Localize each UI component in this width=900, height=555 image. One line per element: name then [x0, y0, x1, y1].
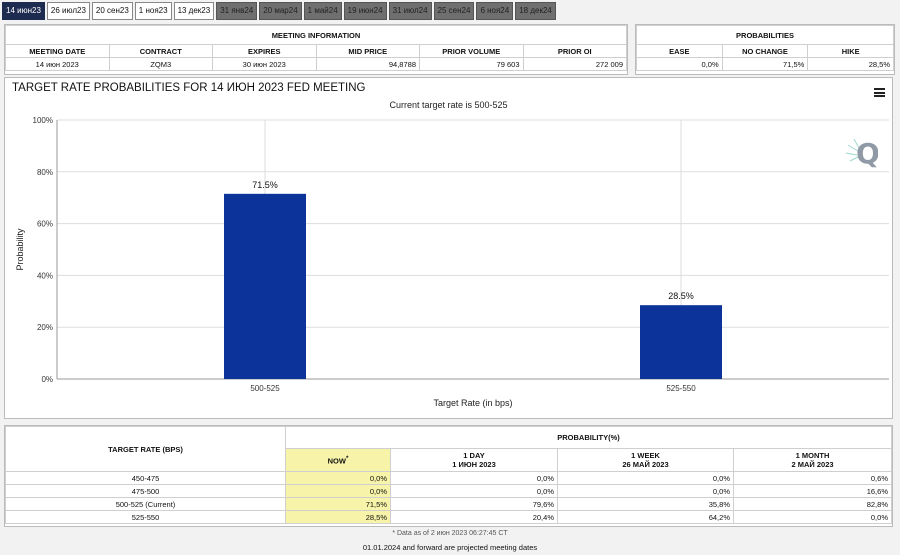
header-contract: CONTRACT	[108, 44, 213, 58]
bar-500-525	[224, 193, 306, 379]
tab-meeting-6[interactable]: 20 мар24	[259, 2, 302, 20]
target-rate-cell: 450-475	[5, 471, 286, 485]
header-prior-volume: PRIOR VOLUME	[419, 44, 524, 58]
header-mid-price: MID PRICE	[315, 44, 420, 58]
probability-cell: 79,6%	[390, 497, 558, 511]
column-header-date: 1 ИЮН 2023	[452, 460, 496, 469]
tab-meeting-10[interactable]: 25 сен24	[433, 2, 475, 20]
hamburger-menu-icon[interactable]	[874, 88, 885, 97]
rate-probability-table: TARGET RATE (BPS) PROBABILITY(%) NOW* 1 D…	[5, 426, 892, 524]
column-header-period: 1 WEEK	[631, 451, 660, 460]
y-tick-label: 40%	[37, 271, 53, 280]
target-rate-cell: 475-500	[5, 484, 286, 498]
meeting-date-value: 14 июн 2023	[5, 57, 110, 71]
probability-cell: 35,8%	[557, 497, 734, 511]
chart-panel: 0% 20% 40% 60% 80% 100% 71.5% 500-525 28.5% 525-5…	[4, 77, 893, 419]
target-rate-cell: 525-550	[5, 510, 286, 524]
probability-bar-chart: 0% 20% 40% 60% 80% 100% 71.5% 500-525 28.5% 525-5…	[15, 116, 889, 408]
bar-data-label: 71.5%	[252, 180, 278, 190]
probability-cell: 0,0%	[285, 484, 391, 498]
bar-525-550	[640, 305, 722, 379]
header-expires: EXPIRES	[212, 44, 317, 58]
svg-text:Q: Q	[856, 137, 878, 169]
header-ease: EASE	[636, 44, 723, 58]
probability-column-header-0: NOW*	[285, 448, 391, 472]
bar-data-label: 28.5%	[668, 291, 694, 301]
contract-value: ZQM3	[108, 57, 213, 71]
probability-header: PROBABILITY(%)	[285, 426, 892, 449]
probability-column-header-2: 1 WEEK 26 МАЙ 2023	[557, 448, 734, 472]
probability-cell: 71,5%	[285, 497, 391, 511]
probability-cell: 0,0%	[557, 484, 734, 498]
column-header-period: 1 DAY	[463, 451, 485, 460]
no-change-value: 71,5%	[721, 57, 809, 71]
table-row: 475-500 0,0% 0,0% 0,0% 16,6%	[5, 484, 892, 498]
mid-price-value: 94,8788	[315, 57, 420, 71]
probability-cell: 16,6%	[733, 484, 892, 498]
meeting-information-panel: MEETING INFORMATION MEETING DATE CONTRAC…	[4, 24, 628, 75]
tab-meeting-8[interactable]: 19 июн24	[343, 2, 387, 20]
header-no-change: NO CHANGE	[721, 44, 809, 58]
data-timestamp-note: * Data as of 2 июн 2023 06:27:45 CT	[392, 530, 508, 537]
probability-cell: 20,4%	[390, 510, 558, 524]
probability-column-header-1: 1 DAY 1 ИЮН 2023	[390, 448, 558, 472]
tab-meeting-0[interactable]: 14 июн23	[2, 2, 45, 20]
tab-meeting-9[interactable]: 31 июл24	[388, 2, 432, 20]
probability-cell: 64,2%	[557, 510, 734, 524]
prior-oi-value: 272 009	[522, 57, 627, 71]
header-prior-oi: PRIOR OI	[522, 44, 627, 58]
probability-cell: 0,0%	[285, 471, 391, 485]
meeting-date-tabs: 14 июн23 26 июл23 20 сен23 1 ноя23 13 дек23 3…	[2, 2, 556, 20]
column-header-date: 26 МАЙ 2023	[622, 460, 669, 469]
probability-cell: 0,0%	[557, 471, 734, 485]
tab-meeting-3[interactable]: 1 ноя23	[134, 2, 172, 20]
x-axis-title: Target Rate (in bps)	[433, 398, 512, 408]
y-tick-label: 80%	[37, 168, 53, 177]
probabilities-caption: PROBABILITIES	[636, 25, 894, 45]
tab-meeting-7[interactable]: 1 май24	[303, 2, 342, 20]
rate-probability-table-panel: TARGET RATE (BPS) PROBABILITY(%) NOW* 1 D…	[4, 425, 893, 527]
target-rate-cell: 500-525 (Current)	[5, 497, 286, 511]
tab-meeting-4[interactable]: 13 дек23	[173, 2, 215, 20]
column-header-period: 1 MONTH	[795, 451, 830, 460]
chart-title: TARGET RATE PROBABILITIES FOR 14 ИЮН 202…	[12, 82, 366, 94]
header-hike: HIKE	[807, 44, 894, 58]
prior-volume-value: 79 603	[419, 57, 524, 71]
table-row: 500-525 (Current) 71,5% 79,6% 35,8% 82,8%	[5, 497, 892, 511]
probability-cell: 28,5%	[285, 510, 391, 524]
probability-cell: 0,0%	[733, 510, 892, 524]
tab-meeting-11[interactable]: 6 ноя24	[476, 2, 514, 20]
x-tick-label: 525-550	[666, 384, 696, 393]
y-tick-label: 100%	[33, 116, 53, 125]
cme-q-logo-icon: Q	[844, 133, 880, 174]
y-tick-label: 20%	[37, 323, 53, 332]
probability-column-header-3: 1 MONTH 2 МАЙ 2023	[733, 448, 892, 472]
probability-cell: 82,8%	[733, 497, 892, 511]
projected-dates-note: 01.01.2024 and forward are projected mee…	[362, 543, 538, 552]
probability-cell: 0,0%	[390, 471, 558, 485]
tab-meeting-2[interactable]: 20 сен23	[91, 2, 133, 20]
y-tick-label: 60%	[37, 220, 53, 229]
ease-value: 0,0%	[636, 57, 723, 71]
probability-cell: 0,6%	[733, 471, 892, 485]
y-tick-label: 0%	[41, 375, 53, 384]
column-header-date: 2 МАЙ 2023	[791, 460, 834, 469]
table-row: 525-550 28,5% 20,4% 64,2% 0,0%	[5, 510, 892, 524]
hike-value: 28,5%	[807, 57, 894, 71]
column-header-marker: *	[345, 454, 349, 462]
x-tick-label: 500-525	[250, 384, 280, 393]
tab-meeting-5[interactable]: 31 янв24	[216, 2, 258, 20]
expires-value: 30 июн 2023	[212, 57, 317, 71]
y-axis-title: Probability	[15, 228, 25, 271]
table-row: 450-475 0,0% 0,0% 0,0% 0,6%	[5, 471, 892, 485]
column-header-period: NOW	[327, 456, 346, 466]
tab-meeting-12[interactable]: 18 дек24	[515, 2, 556, 20]
tab-meeting-1[interactable]: 26 июл23	[46, 2, 90, 20]
target-rate-header: TARGET RATE (BPS)	[5, 426, 286, 472]
meeting-information-caption: MEETING INFORMATION	[5, 25, 627, 45]
chart-subtitle: Current target rate is 500-525	[389, 100, 508, 110]
header-meeting-date: MEETING DATE	[5, 44, 110, 58]
probability-cell: 0,0%	[390, 484, 558, 498]
probabilities-panel: PROBABILITIES EASE NO CHANGE HIKE 0,0% 7…	[635, 24, 895, 75]
